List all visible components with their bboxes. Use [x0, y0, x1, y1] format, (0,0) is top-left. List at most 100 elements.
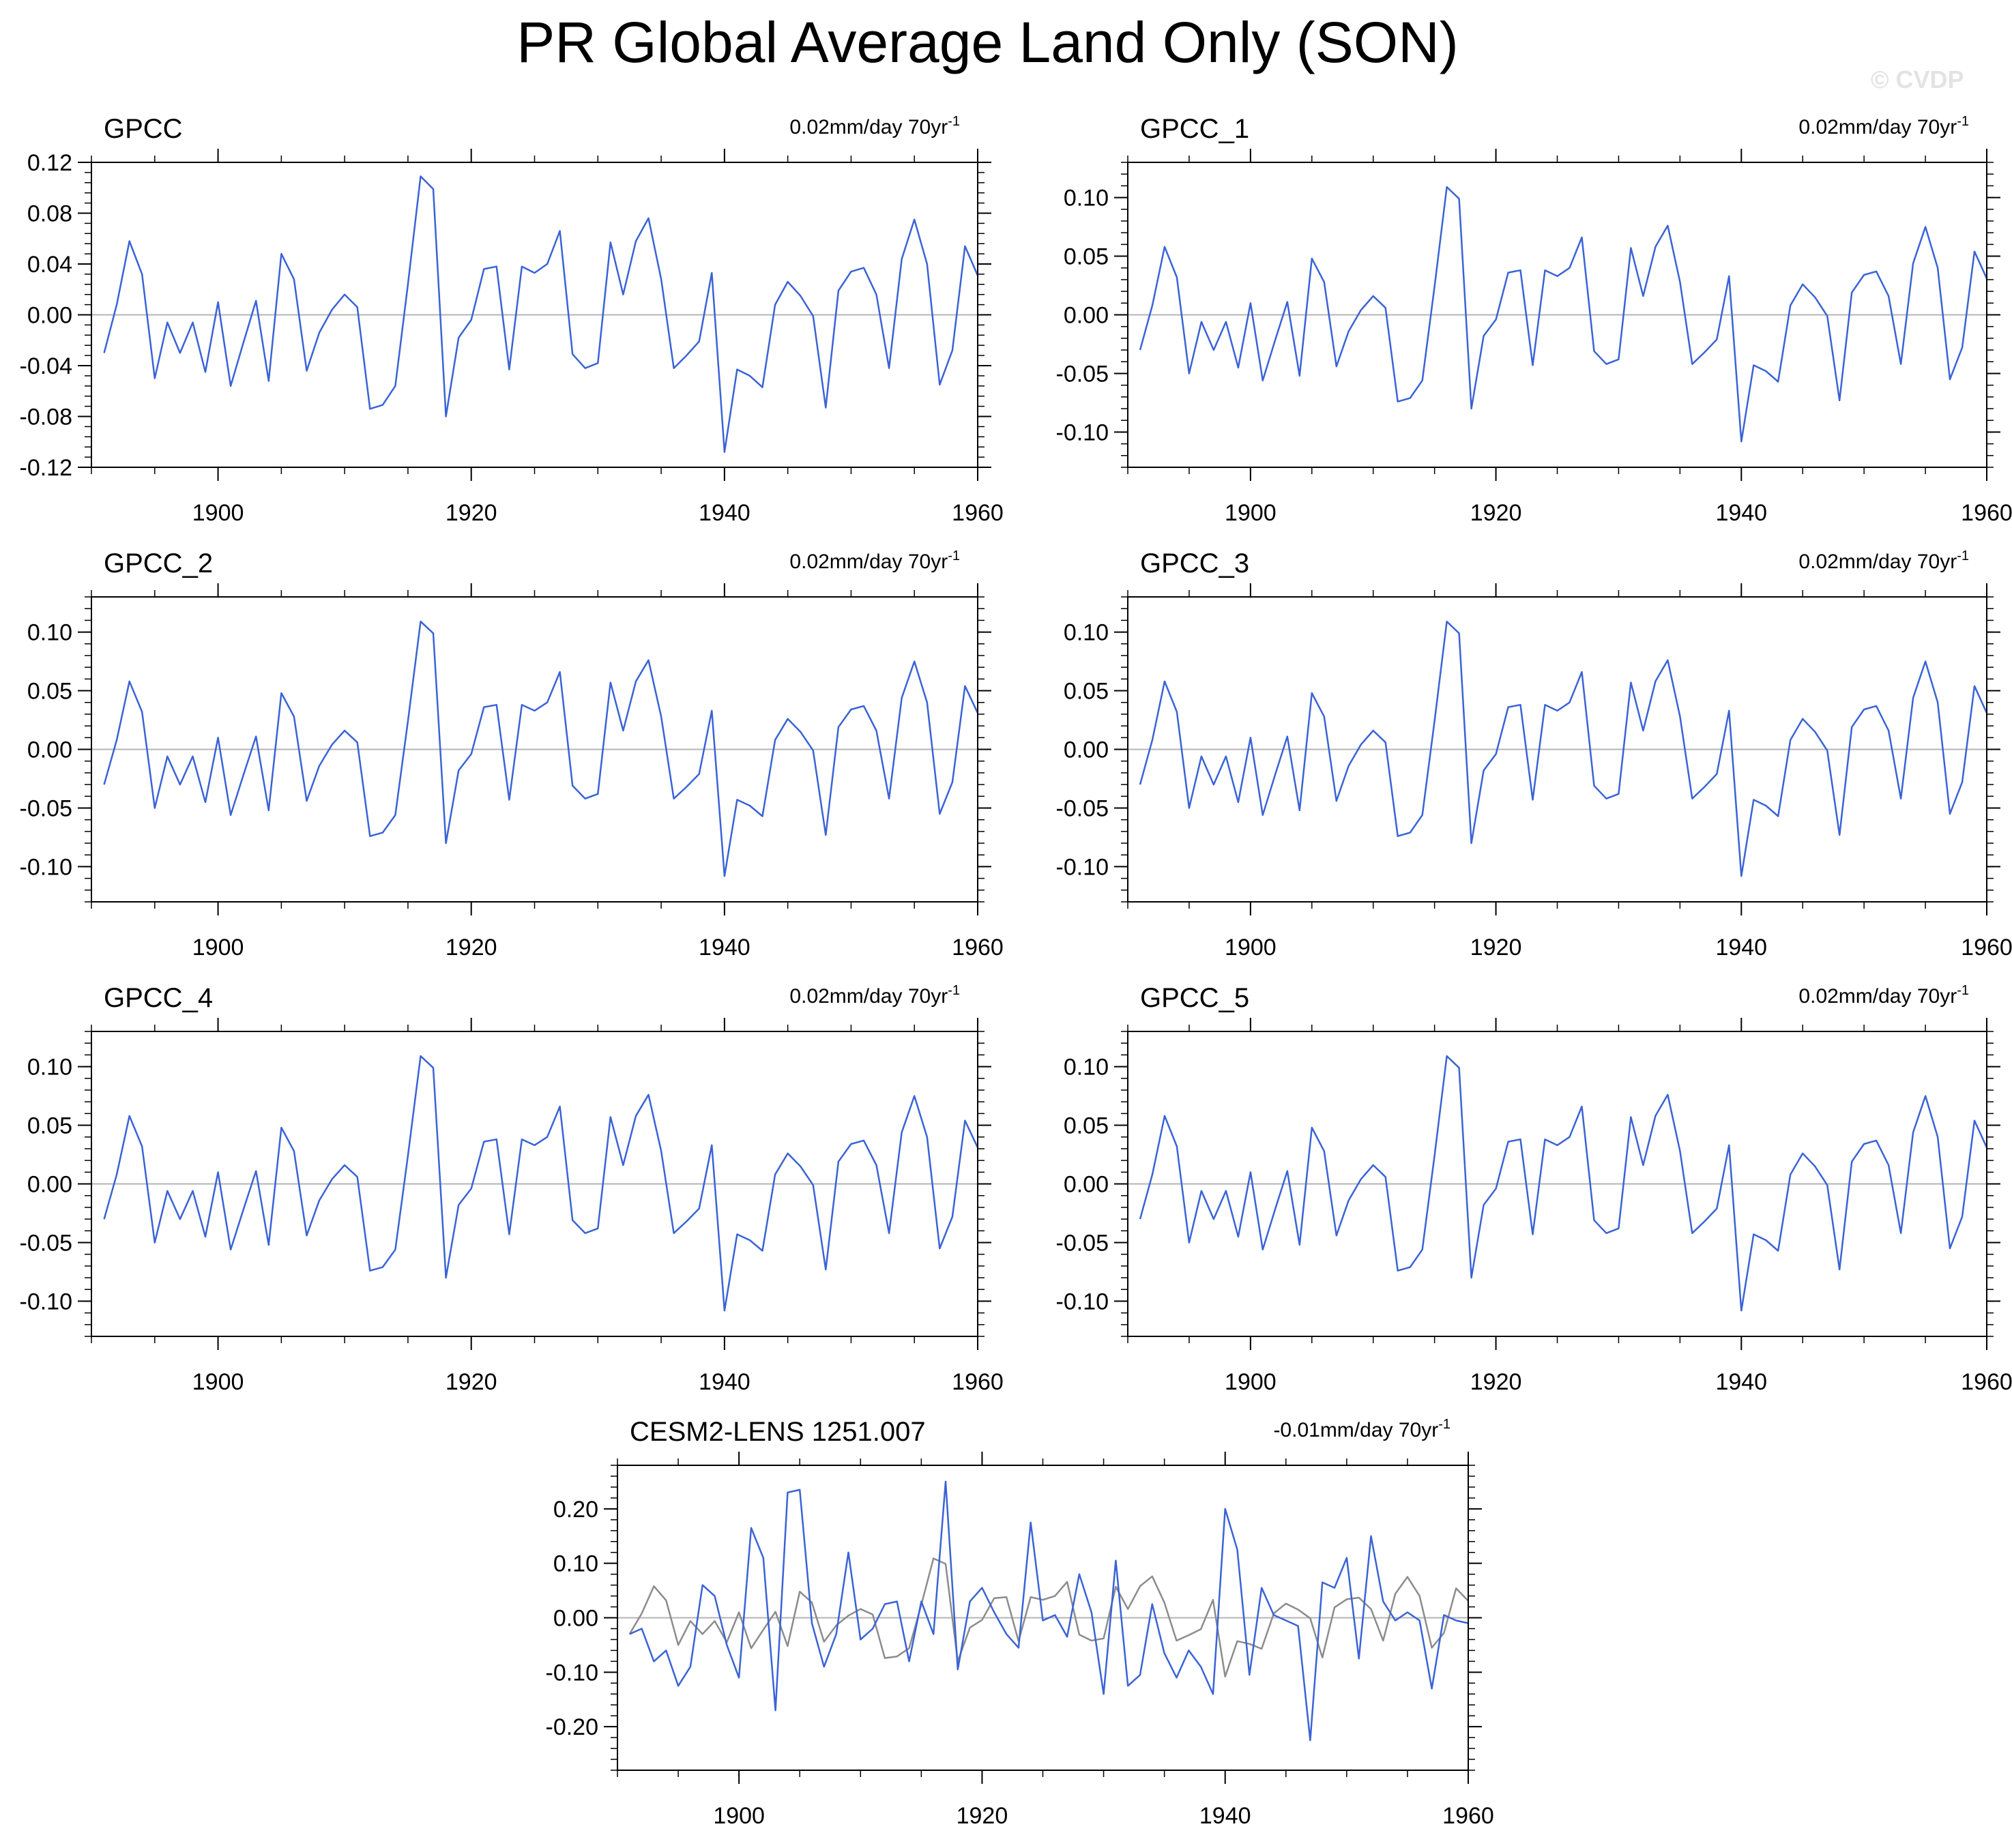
chart-panel-4: -0.10 -0.05 0.00 0.05 0.10 1900 1920 1940 1960 GP… — [1056, 548, 2012, 960]
plot-frame — [617, 1465, 1469, 1771]
y-tick-label: -0.10 — [1056, 1289, 1109, 1315]
y-tick-label: 0.05 — [1064, 244, 1109, 270]
x-tick-label: 1940 — [1715, 935, 1767, 960]
page-title: PR Global Average Land Only (SON) — [516, 10, 1459, 74]
trend-label: 0.02mm/day 70yr-1 — [789, 983, 960, 1008]
y-tick-label: 0.05 — [27, 679, 72, 705]
trend-label: 0.02mm/day 70yr-1 — [1798, 114, 1969, 138]
x-tick-label: 1960 — [1442, 1803, 1494, 1829]
trend-text: 0.02mm/day 70yr — [1798, 985, 1957, 1008]
trend-text: 0.02mm/day 70yr — [1798, 551, 1957, 573]
x-tick-label: 1960 — [952, 1369, 1004, 1395]
y-tick-label: 0.10 — [1064, 620, 1109, 646]
trend-label: 0.02mm/day 70yr-1 — [1798, 983, 1969, 1008]
trend-text: -0.01mm/day 70yr — [1273, 1419, 1438, 1441]
panel-title: GPCC_3 — [1140, 548, 1249, 578]
y-tick-label: -0.05 — [20, 795, 73, 821]
x-tick-label: 1920 — [957, 1803, 1008, 1829]
series-line — [103, 1055, 979, 1312]
x-tick-label: 1960 — [952, 500, 1004, 526]
series-line — [1139, 1055, 1988, 1312]
panel-title: GPCC_5 — [1140, 983, 1249, 1013]
y-tick-label: 0.08 — [27, 201, 72, 227]
trend-label: -0.01mm/day 70yr-1 — [1273, 1417, 1450, 1441]
trend-exponent: -1 — [948, 983, 960, 998]
trend-label: 0.02mm/day 70yr-1 — [1798, 548, 1969, 573]
chart-panel-5: -0.10 -0.05 0.00 0.05 0.10 1900 1920 1940 1960 GP… — [20, 983, 1004, 1395]
plot-frame — [1127, 596, 1987, 903]
y-tick-label: 0.00 — [27, 1172, 72, 1198]
y-tick-label: 0.20 — [553, 1497, 598, 1523]
y-tick-label: -0.08 — [20, 405, 73, 430]
x-tick-label: 1900 — [1225, 1369, 1277, 1395]
y-tick-label: 0.00 — [27, 303, 72, 329]
panel-title: GPCC_4 — [104, 983, 213, 1013]
y-tick-label: -0.04 — [20, 353, 73, 379]
x-tick-label: 1940 — [1199, 1803, 1251, 1829]
trend-exponent: -1 — [948, 548, 960, 563]
y-tick-label: 0.00 — [553, 1606, 598, 1632]
series-line — [103, 620, 979, 877]
x-tick-label: 1920 — [446, 500, 497, 526]
x-tick-label: 1900 — [1225, 500, 1277, 526]
y-tick-label: -0.10 — [1056, 854, 1109, 880]
y-tick-label: -0.10 — [1056, 420, 1109, 445]
x-tick-label: 1920 — [1470, 500, 1522, 526]
trend-exponent: -1 — [1957, 114, 1969, 129]
trend-exponent: -1 — [1957, 983, 1969, 998]
y-tick-label: 0.10 — [553, 1551, 598, 1577]
trend-text: 0.02mm/day 70yr — [789, 551, 948, 573]
y-tick-label: 0.00 — [1064, 1172, 1109, 1198]
x-tick-label: 1940 — [699, 500, 750, 526]
x-tick-label: 1920 — [446, 1369, 497, 1395]
x-tick-label: 1920 — [1470, 935, 1522, 960]
x-tick-label: 1940 — [1715, 1369, 1767, 1395]
y-tick-label: 0.10 — [27, 1055, 72, 1081]
x-tick-label: 1940 — [699, 1369, 750, 1395]
panel-title: GPCC_1 — [1140, 114, 1249, 144]
x-tick-label: 1920 — [1470, 1369, 1522, 1395]
x-tick-label: 1960 — [952, 935, 1004, 960]
series-line — [103, 175, 979, 453]
trend-text: 0.02mm/day 70yr — [1798, 116, 1957, 138]
y-tick-label: -0.05 — [1056, 361, 1109, 387]
y-tick-label: 0.10 — [1064, 1055, 1109, 1081]
series-line — [1139, 186, 1988, 443]
series-line — [629, 1480, 1469, 1742]
series-line — [1139, 620, 1988, 877]
trend-exponent: -1 — [1957, 548, 1969, 563]
y-tick-label: 0.05 — [27, 1113, 72, 1139]
panel-title: GPCC — [104, 114, 183, 144]
y-tick-label: 0.00 — [27, 737, 72, 763]
y-tick-label: -0.05 — [20, 1230, 73, 1256]
x-tick-label: 1960 — [1961, 935, 2012, 960]
plot-frame — [91, 596, 978, 903]
trend-label: 0.02mm/day 70yr-1 — [789, 114, 960, 138]
trend-exponent: -1 — [948, 114, 960, 129]
trend-exponent: -1 — [1438, 1417, 1450, 1432]
x-tick-label: 1960 — [1961, 500, 2012, 526]
y-tick-label: -0.12 — [20, 455, 73, 481]
plot-frame — [91, 1031, 978, 1337]
plot-frame — [91, 162, 978, 468]
x-tick-label: 1900 — [192, 1369, 244, 1395]
chart-panel-6: -0.10 -0.05 0.00 0.05 0.10 1900 1920 1940 1960 GP… — [1056, 983, 2012, 1395]
plot-frame — [1127, 1031, 1987, 1337]
x-tick-label: 1900 — [192, 500, 244, 526]
panel-title: CESM2-LENS 1251.007 — [630, 1417, 926, 1447]
y-tick-label: -0.05 — [1056, 1230, 1109, 1256]
y-tick-label: -0.05 — [1056, 795, 1109, 821]
trend-label: 0.02mm/day 70yr-1 — [789, 548, 960, 573]
y-tick-label: 0.10 — [27, 620, 72, 646]
y-tick-label: 0.04 — [27, 252, 72, 278]
panel-title: GPCC_2 — [104, 548, 213, 578]
y-tick-label: 0.05 — [1064, 1113, 1109, 1139]
reference-series-line — [628, 1557, 1469, 1677]
chart-panel-3: -0.10 -0.05 0.00 0.05 0.10 1900 1920 1940 1960 GP… — [20, 548, 1004, 960]
y-tick-label: -0.20 — [546, 1714, 599, 1740]
watermark: © CVDP — [1871, 65, 1964, 93]
y-tick-label: 0.10 — [1064, 186, 1109, 211]
y-tick-label: 0.12 — [27, 150, 72, 176]
chart-panel-1: -0.12 -0.08 -0.04 0.00 0.04 0.08 0.12 1900 1920 1… — [20, 114, 1004, 526]
